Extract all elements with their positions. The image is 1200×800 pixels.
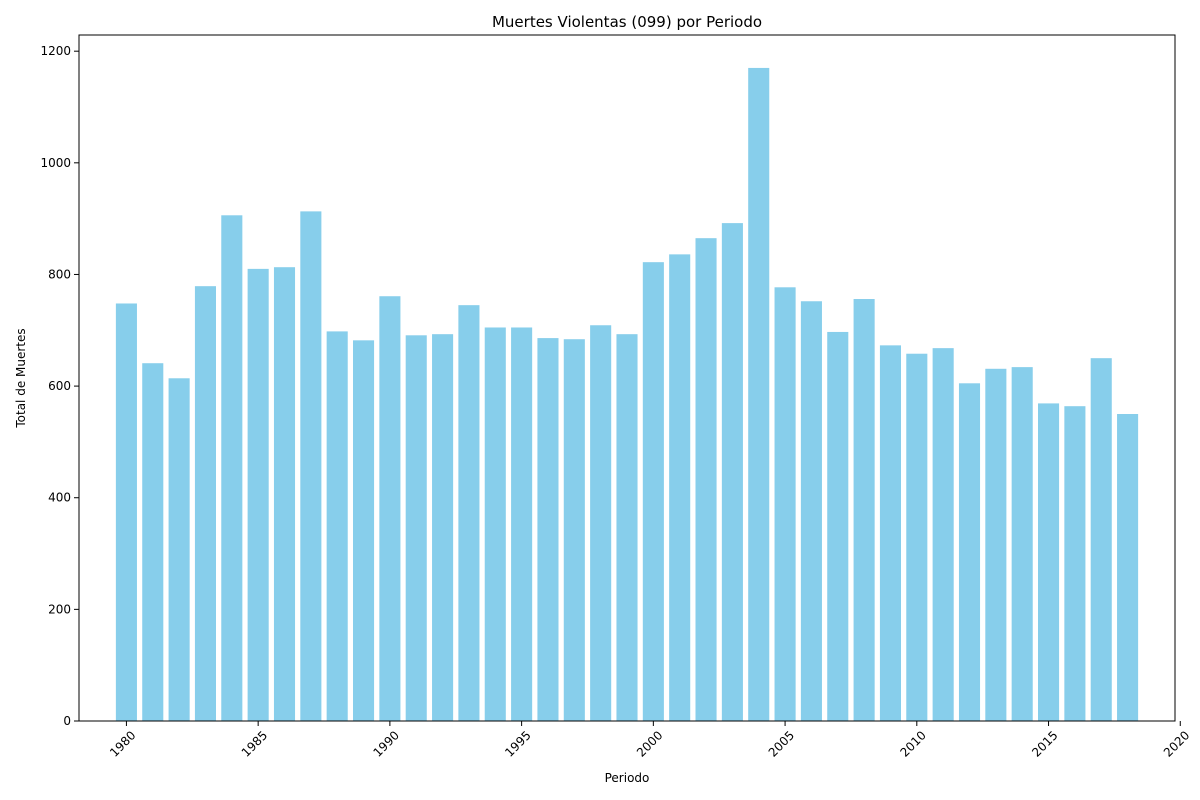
bar-2004 xyxy=(748,67,770,722)
y-tick-label-600: 600 xyxy=(48,379,71,393)
x-tick-label-1990: 1990 xyxy=(371,728,402,759)
plot-frame xyxy=(78,34,1176,722)
bar-1987 xyxy=(300,211,322,721)
x-tick-label-2010: 2010 xyxy=(897,728,928,759)
bar-2018 xyxy=(1117,414,1139,721)
bar-1983 xyxy=(194,286,216,721)
bar-1981 xyxy=(142,363,164,721)
bar-2011 xyxy=(932,348,954,721)
bar-1988 xyxy=(326,331,348,721)
chart-title: Muertes Violentas (099) por Periodo xyxy=(492,13,762,31)
x-tick-label-2015: 2015 xyxy=(1029,728,1060,759)
x-tick-label-1985: 1985 xyxy=(239,728,270,759)
bar-2014 xyxy=(1011,367,1033,721)
y-tick-label-1200: 1200 xyxy=(40,44,71,58)
bar-1989 xyxy=(353,340,375,721)
x-tick-label-2000: 2000 xyxy=(634,728,665,759)
bar-2009 xyxy=(879,345,901,721)
bar-1986 xyxy=(273,267,296,721)
bar-2000 xyxy=(642,262,664,721)
y-tick-label-400: 400 xyxy=(48,491,71,505)
x-tick-label-2005: 2005 xyxy=(766,728,797,759)
bar-1982 xyxy=(168,378,190,721)
bar-2016 xyxy=(1064,406,1086,721)
bar-1996 xyxy=(537,338,559,721)
y-axis-ticks: 0 200 400 600 800 1000 1200 xyxy=(40,44,79,728)
bar-1990 xyxy=(379,296,401,721)
bar-1984 xyxy=(221,215,243,722)
y-tick-label-200: 200 xyxy=(48,602,71,616)
y-tick-label-0: 0 xyxy=(63,714,71,728)
bar-1992 xyxy=(432,334,454,721)
y-tick-label-800: 800 xyxy=(48,267,71,281)
bar-1994 xyxy=(484,327,506,721)
x-tick-label-1980: 1980 xyxy=(107,728,138,759)
bar-2005 xyxy=(774,287,796,721)
bar-2006 xyxy=(800,301,822,721)
bar-1995 xyxy=(511,327,533,721)
bar-1985 xyxy=(247,268,269,721)
bar-1993 xyxy=(458,305,480,721)
y-axis-label: Total de Muertes xyxy=(14,328,28,428)
bar-1999 xyxy=(616,334,638,721)
bar-1991 xyxy=(405,335,427,721)
bar-2013 xyxy=(985,368,1007,721)
bar-2007 xyxy=(827,331,849,721)
bar-2010 xyxy=(906,353,928,721)
bar-2003 xyxy=(721,223,743,722)
bar-2017 xyxy=(1090,358,1112,721)
bar-1997 xyxy=(563,339,585,721)
x-tick-label-2020: 2020 xyxy=(1161,728,1192,759)
x-tick-label-1995: 1995 xyxy=(502,728,533,759)
bar-2012 xyxy=(958,383,981,721)
bar-2001 xyxy=(669,254,691,722)
bars-group xyxy=(115,67,1139,722)
bar-2015 xyxy=(1038,403,1060,721)
bar-2008 xyxy=(853,299,875,721)
x-axis-label: Periodo xyxy=(605,771,650,785)
y-tick-label-1000: 1000 xyxy=(40,156,71,170)
bar-1998 xyxy=(590,325,612,721)
bar-1980 xyxy=(115,303,137,721)
bar-2002 xyxy=(695,238,717,721)
x-axis-ticks: 1980 1985 1990 1995 2000 2005 2010 2015 2020 xyxy=(107,721,1192,760)
